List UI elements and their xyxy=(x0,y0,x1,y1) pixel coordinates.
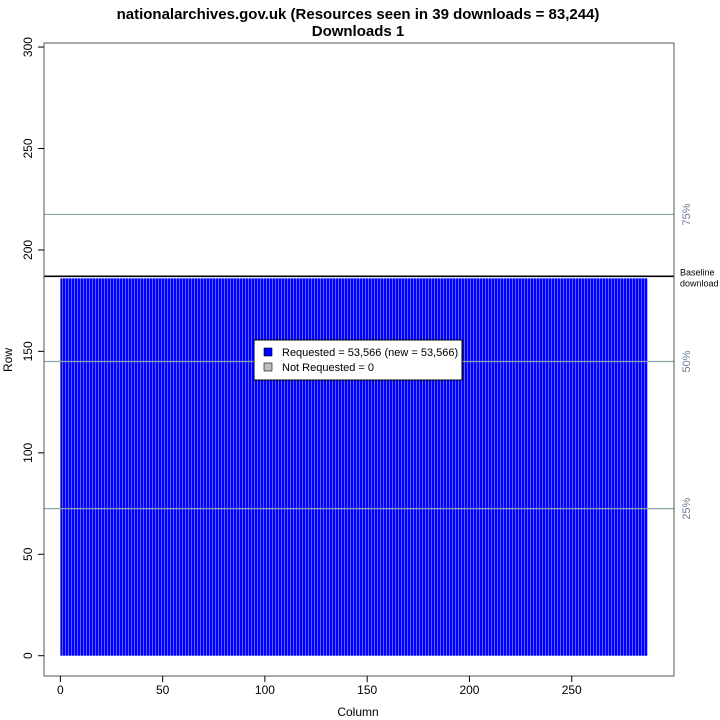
plot-border xyxy=(43,42,675,677)
legend-swatch-not-requested xyxy=(263,362,273,372)
y-tick-label: 100 xyxy=(21,442,35,462)
chart-title: nationalarchives.gov.uk (Resources seen … xyxy=(117,6,600,23)
y-axis-label: Row xyxy=(1,348,15,372)
x-tick-label: 0 xyxy=(57,683,64,697)
x-tick-label: 100 xyxy=(255,683,275,697)
legend: Requested = 53,566 (new = 53,566) Not Re… xyxy=(253,339,463,381)
y-tick-label: 300 xyxy=(21,37,35,57)
y-tick-label: 50 xyxy=(21,547,35,561)
y-tick-label: 150 xyxy=(21,341,35,361)
x-tick-label: 150 xyxy=(357,683,377,697)
y-tick-label: 0 xyxy=(21,652,35,659)
baseline-label-line-1: download xyxy=(680,278,719,288)
y-tick-label: 250 xyxy=(21,138,35,158)
x-axis-label: Column xyxy=(337,705,378,719)
baseline-label-line-0: Baseline xyxy=(680,267,715,277)
x-tick-label: 250 xyxy=(562,683,582,697)
legend-swatch-requested xyxy=(263,347,273,357)
percentile-label-25pct: 25% xyxy=(681,497,693,519)
legend-label-not-requested: Not Requested = 0 xyxy=(282,362,374,374)
percentile-label-50pct: 50% xyxy=(681,350,693,372)
legend-label-requested: Requested = 53,566 (new = 53,566) xyxy=(282,347,458,359)
requested-region xyxy=(60,278,648,656)
plot-area xyxy=(44,213,674,656)
x-tick-label: 200 xyxy=(459,683,479,697)
percentile-label-75pct: 75% xyxy=(681,203,693,225)
chart-subtitle: Downloads 1 xyxy=(312,23,405,40)
legend-box xyxy=(253,339,463,381)
x-tick-label: 50 xyxy=(156,683,170,697)
y-tick-label: 200 xyxy=(21,240,35,260)
